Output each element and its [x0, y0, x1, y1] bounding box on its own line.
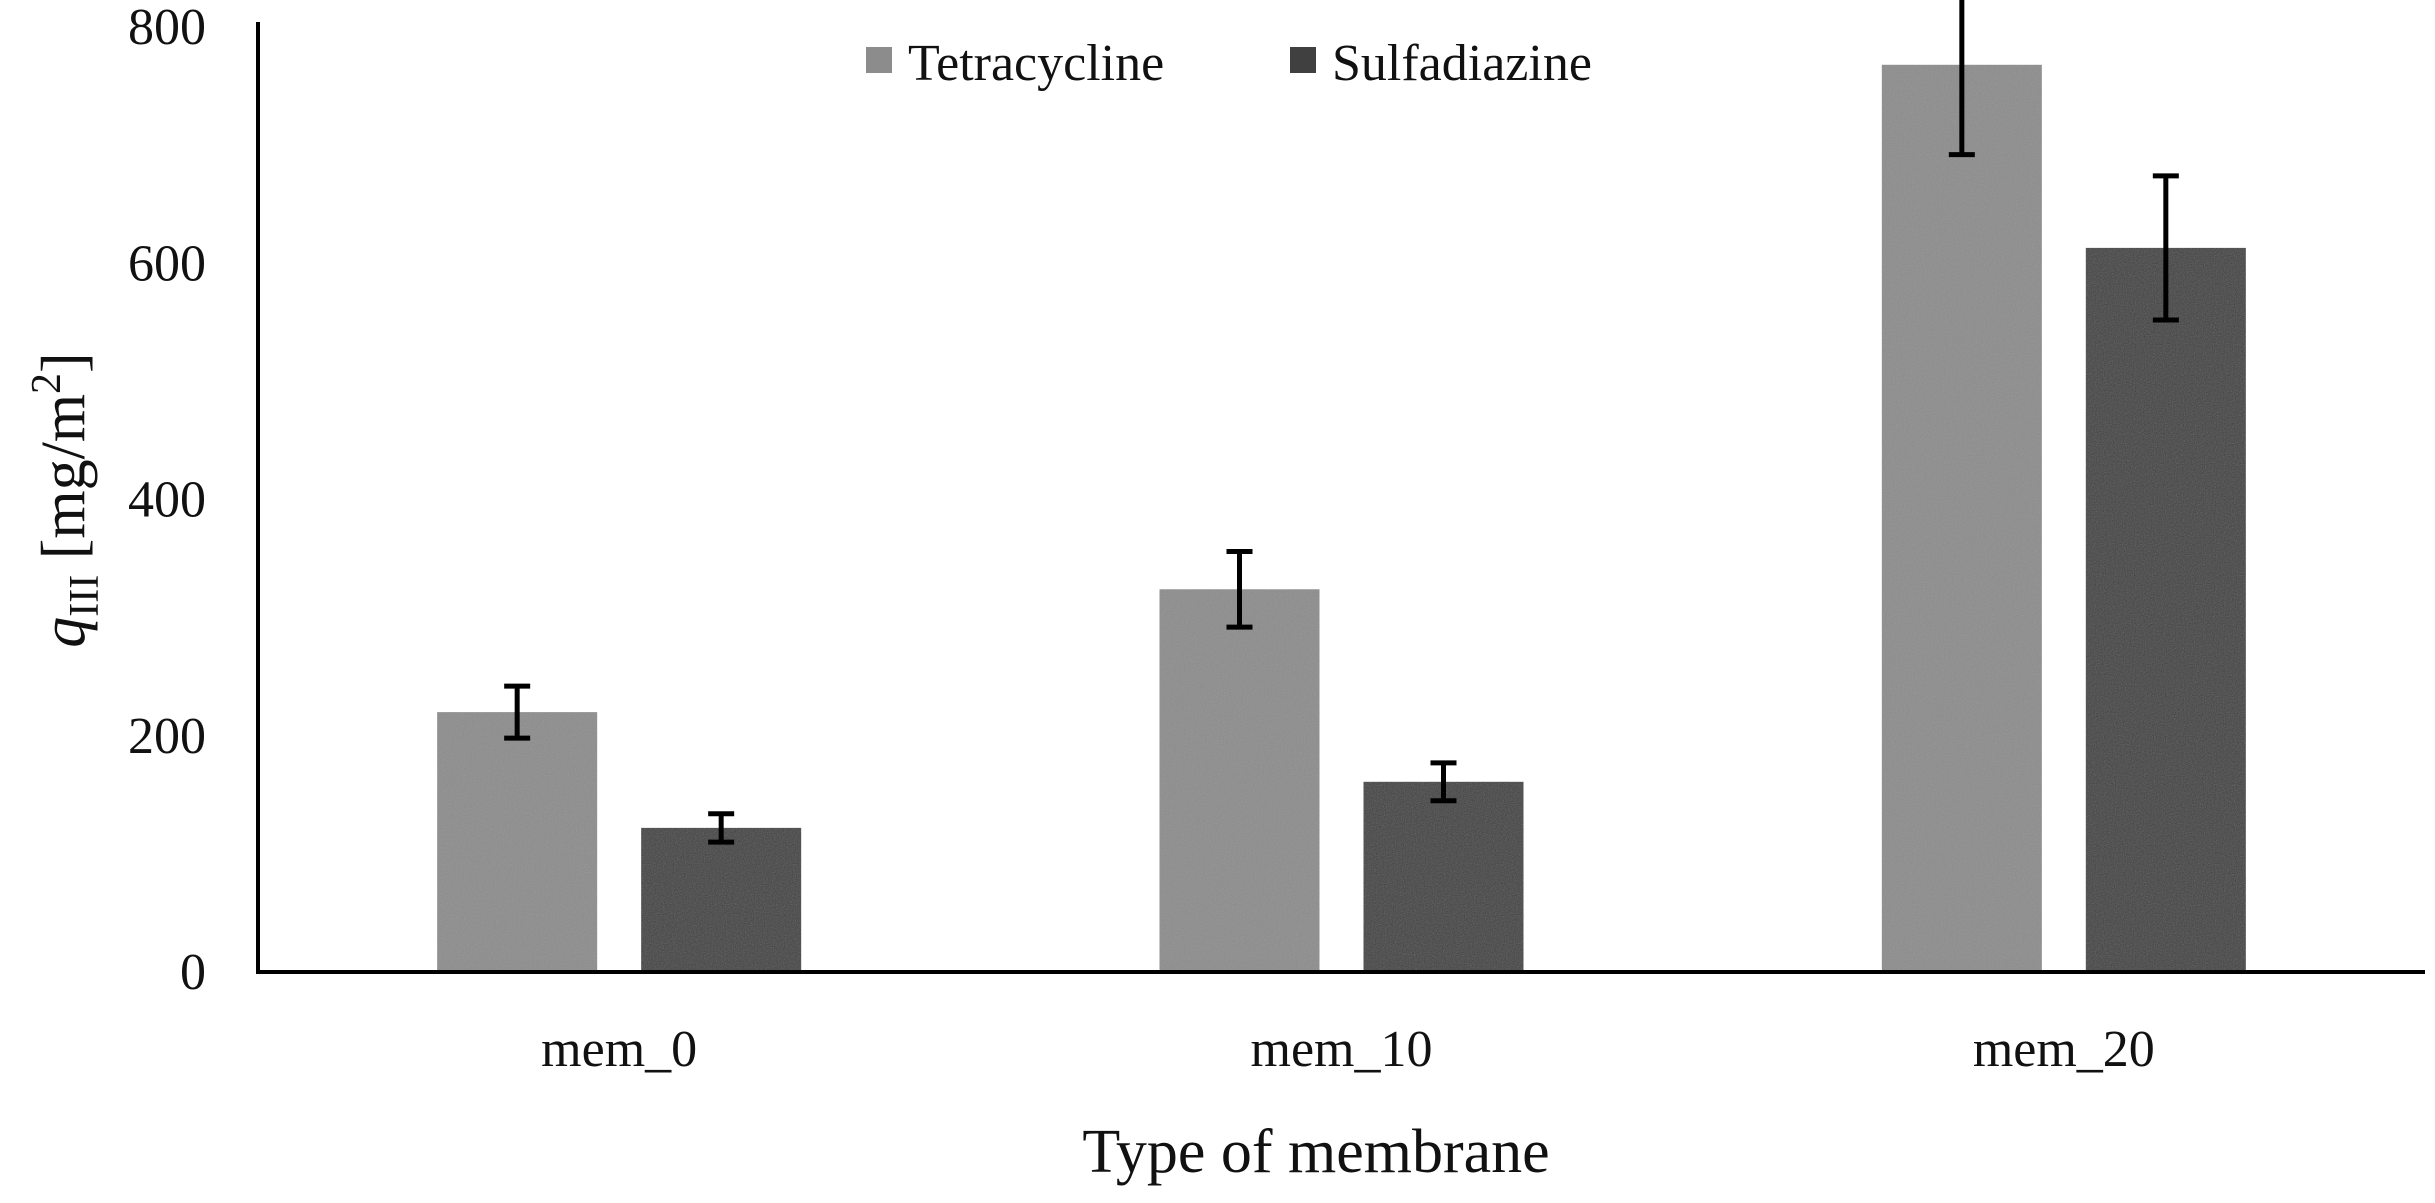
y-tick-label-800: 800 — [128, 0, 206, 56]
y-axis-title: qIII [mg/m2] — [24, 352, 108, 647]
y-axis-subscript: III — [62, 575, 108, 617]
y-axis-unit-open: [mg/m — [30, 394, 98, 575]
bar-tetracycline-mem-10 — [1159, 589, 1320, 972]
legend-swatch-tetracycline — [866, 47, 892, 73]
x-tick-label-mem-20: mem_20 — [1973, 1021, 2155, 1078]
error-bars-layer — [504, 0, 2179, 845]
bar-sulfadiazine-mem-20 — [2085, 247, 2246, 973]
y-tick-label-200: 200 — [128, 708, 206, 765]
error-bar-sulfadiazine-mem-20 — [2152, 173, 2179, 323]
y-tick-label-600: 600 — [128, 235, 206, 292]
y-axis-unit-close: ] — [30, 352, 98, 373]
y-tick-label-0: 0 — [180, 944, 206, 1001]
legend-swatch-sulfadiazine — [1290, 47, 1316, 73]
error-bar-tetracycline-mem-10 — [1226, 548, 1253, 630]
x-tick-label-mem-10: mem_10 — [1251, 1021, 1433, 1078]
bar-tetracycline-mem-0 — [437, 712, 598, 972]
legend: Tetracycline Sulfadiazine — [866, 35, 1592, 92]
error-bar-sulfadiazine-mem-10 — [1430, 760, 1457, 804]
x-tick-label-mem-0: mem_0 — [541, 1021, 697, 1078]
error-bar-sulfadiazine-mem-0 — [708, 811, 735, 845]
legend-label-tetracycline: Tetracycline — [908, 35, 1164, 92]
bar-sulfadiazine-mem-0 — [641, 827, 802, 972]
y-tick-labels: 0 200 400 600 800 — [128, 0, 206, 1001]
bar-tetracycline-mem-20 — [1881, 64, 2042, 973]
bars-layer — [437, 64, 2246, 973]
error-bar-tetracycline-mem-0 — [504, 683, 531, 741]
legend-label-sulfadiazine: Sulfadiazine — [1332, 35, 1592, 92]
x-axis-title: Type of membrane — [1082, 1118, 1549, 1186]
bar-sulfadiazine-mem-10 — [1363, 781, 1524, 972]
y-axis-unit-power: 2 — [24, 373, 70, 394]
error-bar-tetracycline-mem-20 — [1948, 0, 1975, 158]
y-axis-symbol: q — [30, 617, 98, 648]
y-tick-label-400: 400 — [128, 472, 206, 529]
x-tick-labels: mem_0 mem_10 mem_20 — [541, 1021, 2155, 1078]
